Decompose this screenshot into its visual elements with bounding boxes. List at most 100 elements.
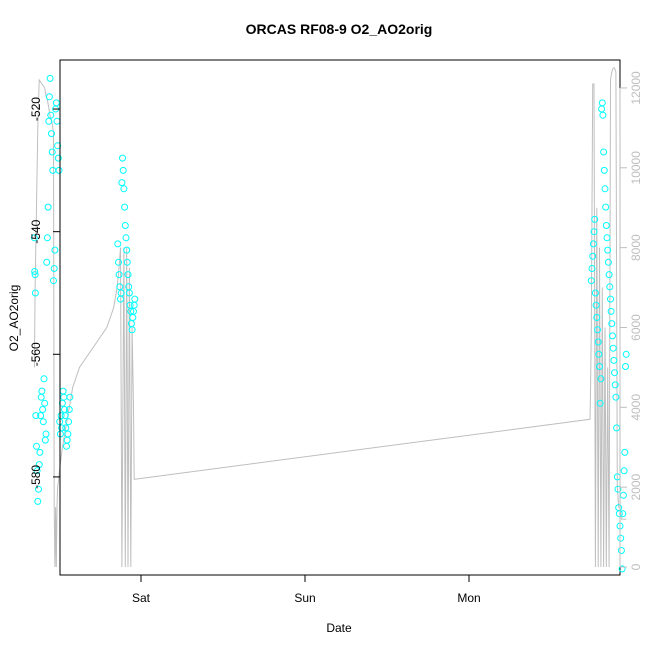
data-point: [598, 105, 606, 113]
data-point: [596, 399, 604, 407]
data-point: [619, 491, 627, 499]
data-point: [53, 117, 61, 125]
data-point: [604, 246, 612, 254]
y-axis-right: 0 2000 4000 6000 8000 10000 12000: [619, 71, 643, 570]
y-axis-label: O2_AO2orig: [7, 285, 21, 352]
data-point: [60, 393, 68, 401]
data-point: [617, 534, 625, 542]
data-point: [123, 258, 131, 266]
data-point: [39, 418, 47, 426]
data-point: [589, 252, 597, 260]
data-point: [120, 185, 128, 193]
data-point: [622, 350, 630, 358]
data-point: [48, 148, 56, 156]
data-point: [66, 393, 74, 401]
data-point: [601, 185, 609, 193]
secondary-series-line: [33, 67, 627, 568]
data-point: [65, 406, 73, 413]
data-point: [35, 461, 43, 469]
data-point: [118, 179, 126, 187]
data-point: [600, 148, 608, 156]
data-point: [121, 203, 129, 211]
data-point: [31, 268, 39, 275]
data-point: [128, 326, 136, 334]
x-axis: Sat Sun Mon: [132, 574, 481, 605]
data-point: [599, 111, 607, 119]
data-point: [606, 283, 614, 291]
y-tick-label: -580: [29, 465, 43, 489]
data-point: [609, 332, 616, 340]
data-point: [614, 485, 622, 493]
data-point: [32, 412, 40, 420]
data-point: [622, 363, 629, 370]
data-point: [47, 111, 55, 119]
y2-tick-label: 6000: [629, 314, 643, 341]
x-axis-label: Date: [326, 621, 352, 635]
data-point: [119, 154, 126, 162]
x-tick-label: Mon: [457, 591, 480, 605]
data-point: [607, 295, 614, 303]
data-point: [33, 442, 40, 450]
data-point: [620, 467, 628, 475]
data-point: [598, 99, 606, 107]
data-point: [33, 467, 41, 475]
data-point: [117, 289, 125, 297]
data-point: [609, 344, 617, 352]
data-point: [610, 356, 618, 364]
data-point: [600, 166, 608, 174]
data-point: [604, 258, 612, 266]
y-tick-label: -560: [29, 342, 43, 366]
data-point: [603, 234, 611, 242]
data-point: [612, 393, 620, 401]
data-point: [608, 320, 616, 328]
data-point: [605, 271, 613, 279]
data-point: [54, 142, 62, 150]
data-point: [30, 234, 38, 242]
data-point: [63, 442, 70, 450]
data-point: [57, 412, 65, 420]
data-point: [48, 130, 55, 138]
data-point: [39, 406, 47, 413]
data-point: [43, 258, 51, 266]
data-point: [589, 240, 597, 248]
data-point: [119, 166, 127, 174]
data-point: [64, 430, 72, 438]
data-point: [45, 93, 53, 101]
secondary-line-layer: [33, 67, 627, 568]
data-point: [115, 258, 122, 266]
data-point: [43, 234, 51, 242]
data-point: [37, 393, 45, 401]
data-point: [59, 387, 67, 395]
data-point: [125, 289, 133, 297]
data-point: [602, 222, 610, 229]
data-point: [34, 497, 42, 505]
y2-tick-label: 0: [629, 563, 643, 570]
data-point: [121, 222, 129, 229]
data-point: [63, 436, 71, 444]
chart-title: ORCAS RF08-9 O2_AO2orig: [246, 21, 433, 37]
data-point: [50, 265, 58, 272]
data-point: [594, 326, 601, 334]
data-point: [593, 314, 601, 321]
y2-tick-label: 10000: [629, 151, 643, 185]
data-point: [44, 203, 52, 211]
data-point: [55, 166, 63, 174]
data-point: [130, 301, 138, 309]
data-point: [594, 338, 602, 346]
data-point: [618, 565, 626, 573]
data-point: [41, 399, 49, 407]
data-point: [611, 381, 619, 389]
data-point: [38, 387, 46, 395]
x-tick-label: Sat: [132, 591, 151, 605]
y-tick-label: -520: [29, 97, 43, 121]
data-point: [615, 510, 623, 518]
data-point: [595, 350, 603, 358]
data-point: [611, 369, 618, 377]
data-point: [52, 99, 60, 107]
data-point: [50, 277, 57, 285]
y-axis-left: -520 -540 -560 -580: [29, 97, 61, 489]
data-point: [49, 166, 57, 174]
data-point: [61, 412, 69, 420]
data-point: [37, 412, 45, 420]
